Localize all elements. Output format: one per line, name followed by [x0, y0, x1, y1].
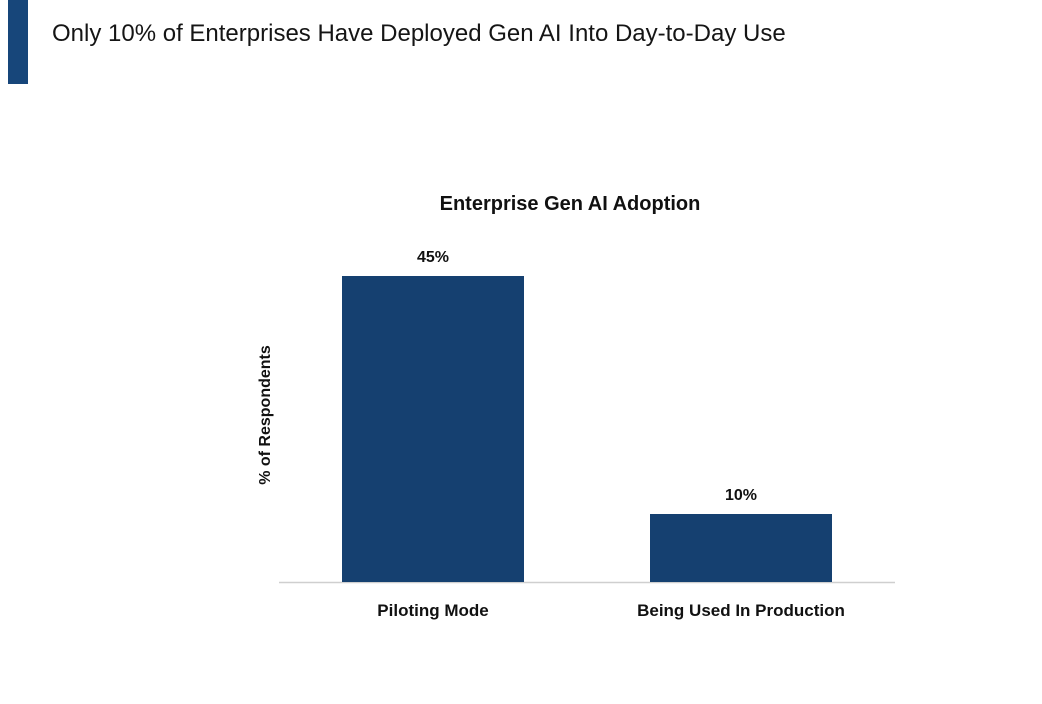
chart-title: Enterprise Gen AI Adoption — [440, 193, 701, 215]
y-axis-label: % of Respondents — [257, 345, 274, 485]
data-labels-group: 45% 10% — [417, 249, 757, 504]
bars-group — [342, 276, 832, 582]
page-title: Only 10% of Enterprises Have Deployed Ge… — [52, 20, 786, 47]
data-label-0: 45% — [417, 249, 449, 266]
x-tick-label-1: Being Used In Production — [637, 601, 845, 620]
x-tick-label-0: Piloting Mode — [377, 601, 488, 620]
bar-1 — [650, 514, 832, 582]
title-accent-bar — [8, 0, 28, 84]
data-label-1: 10% — [725, 487, 757, 504]
x-tick-labels-group: Piloting Mode Being Used In Production — [377, 601, 845, 620]
bar-0 — [342, 276, 524, 582]
